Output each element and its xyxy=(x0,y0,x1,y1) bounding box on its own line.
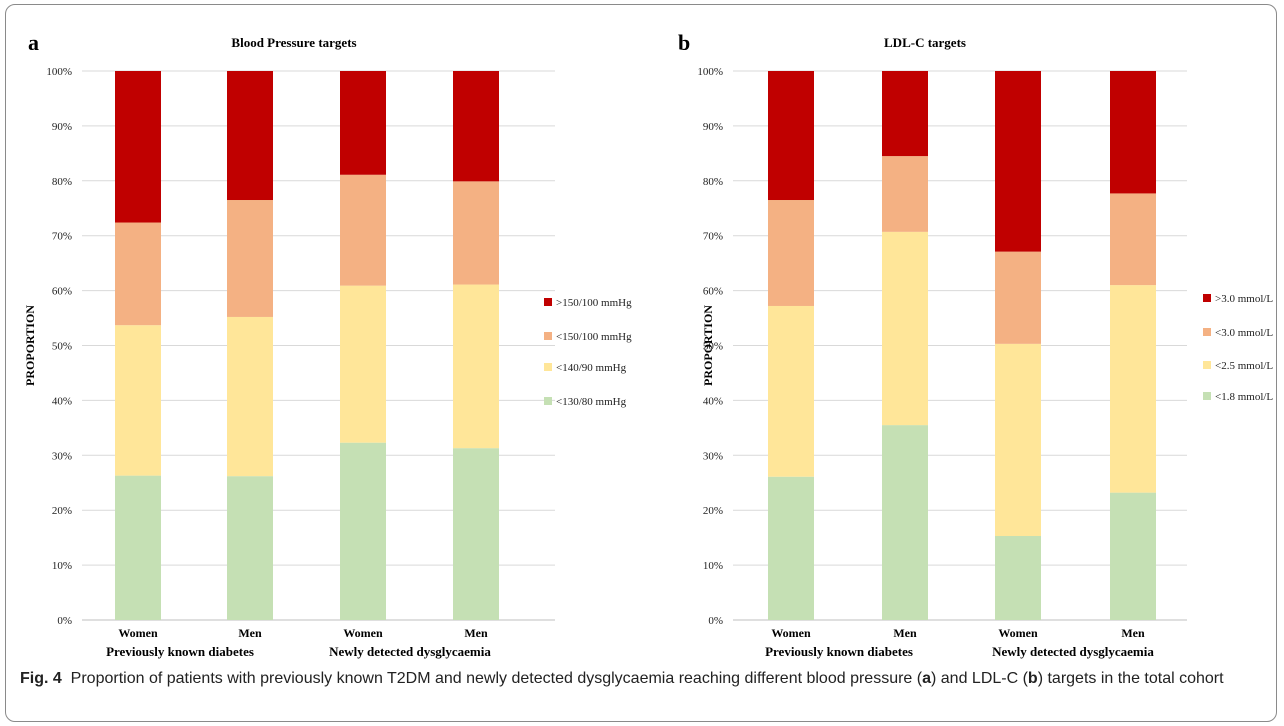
x-category-label: Women xyxy=(343,626,383,640)
bar-segment xyxy=(1110,285,1156,493)
bar-segment xyxy=(340,174,386,286)
legend-label: <1.8 mmol/L xyxy=(1215,391,1273,403)
x-category-label: Men xyxy=(1121,626,1145,640)
y-tick-label: 100% xyxy=(697,66,723,78)
legend-label: <3.0 mmol/L xyxy=(1215,327,1273,339)
x-category-label: Women xyxy=(771,626,811,640)
y-tick-label: 0% xyxy=(708,615,723,627)
legend-swatch xyxy=(544,363,552,371)
y-tick-label: 50% xyxy=(52,341,72,353)
x-group-label: Newly detected dysglycaemia xyxy=(329,644,491,659)
legend-swatch xyxy=(544,397,552,405)
y-tick-label: 10% xyxy=(703,560,723,572)
legend-swatch xyxy=(544,298,552,306)
bar-segment xyxy=(995,71,1041,252)
panel-letter-a: a xyxy=(28,30,39,55)
y-axis-label: PROPORTION xyxy=(701,305,715,386)
y-tick-label: 20% xyxy=(703,505,723,517)
bar-segment xyxy=(882,425,928,620)
bar-segment xyxy=(882,156,928,232)
figure-frame xyxy=(5,4,1277,722)
y-tick-label: 30% xyxy=(703,450,723,462)
x-group-label: Previously known diabetes xyxy=(765,644,913,659)
bar-segment xyxy=(115,222,161,326)
y-tick-label: 100% xyxy=(46,66,72,78)
caption-text-3: ) targets in the total cohort xyxy=(1037,670,1224,687)
bar-segment xyxy=(115,475,161,620)
x-category-label: Men xyxy=(464,626,488,640)
y-tick-label: 90% xyxy=(52,121,72,133)
bar-segment xyxy=(453,71,499,182)
bar-segment xyxy=(1110,193,1156,286)
chart-title: LDL-C targets xyxy=(884,35,966,50)
caption-text-1: Proportion of patients with previously k… xyxy=(70,670,923,687)
bar-segment xyxy=(340,442,386,620)
caption-panel-b-ref: b xyxy=(1027,670,1038,687)
bar-segment xyxy=(1110,71,1156,194)
bar-segment xyxy=(768,200,814,306)
y-tick-label: 50% xyxy=(703,341,723,353)
y-tick-label: 80% xyxy=(52,176,72,188)
x-category-label: Men xyxy=(893,626,917,640)
legend-swatch xyxy=(544,332,552,340)
legend-swatch xyxy=(1203,361,1211,369)
legend-label: >3.0 mmol/L xyxy=(1215,293,1273,305)
bar-segment xyxy=(340,71,386,175)
caption-text-2: ) and LDL-C ( xyxy=(931,670,1028,687)
legend-label: <140/90 mmHg xyxy=(556,362,627,374)
legend-label: <2.5 mmol/L xyxy=(1215,360,1273,372)
bar-segment xyxy=(882,71,928,157)
x-category-label: Men xyxy=(238,626,262,640)
bar-segment xyxy=(453,181,499,285)
bar-segment xyxy=(115,325,161,476)
legend-swatch xyxy=(1203,392,1211,400)
x-category-label: Women xyxy=(998,626,1038,640)
x-group-label: Newly detected dysglycaemia xyxy=(992,644,1154,659)
legend-swatch xyxy=(1203,328,1211,336)
y-tick-label: 70% xyxy=(52,231,72,243)
bar-segment xyxy=(768,305,814,477)
y-tick-label: 60% xyxy=(703,286,723,298)
y-tick-label: 70% xyxy=(703,231,723,243)
bar-segment xyxy=(1110,492,1156,620)
bar-segment xyxy=(227,316,273,477)
y-tick-label: 0% xyxy=(57,615,72,627)
x-category-label: Women xyxy=(118,626,158,640)
bar-segment xyxy=(768,71,814,201)
bar-segment xyxy=(227,71,273,201)
bar-segment xyxy=(227,476,273,620)
legend-swatch xyxy=(1203,294,1211,302)
legend-label: >150/100 mmHg xyxy=(556,297,632,309)
panel-letter-b: b xyxy=(678,30,690,55)
y-tick-label: 20% xyxy=(52,505,72,517)
figure-caption: Fig. 4 Proportion of patients with previ… xyxy=(20,668,1270,690)
bar-segment xyxy=(453,284,499,449)
bar-segment xyxy=(340,285,386,443)
y-tick-label: 40% xyxy=(703,395,723,407)
bar-segment xyxy=(995,343,1041,537)
caption-figure-label: Fig. 4 xyxy=(20,670,62,687)
bar-segment xyxy=(227,200,273,317)
y-tick-label: 30% xyxy=(52,450,72,462)
bar-segment xyxy=(768,476,814,620)
y-tick-label: 40% xyxy=(52,395,72,407)
y-axis-label: PROPORTION xyxy=(23,305,37,386)
figure-charts: a Blood Pressure targets 0% 10% 20% 30% 40% 50%… xyxy=(23,30,1273,659)
bar-segment xyxy=(995,536,1041,620)
y-tick-label: 90% xyxy=(703,121,723,133)
y-tick-label: 10% xyxy=(52,560,72,572)
bar-segment xyxy=(453,448,499,620)
legend-label: <130/80 mmHg xyxy=(556,396,627,408)
x-group-label: Previously known diabetes xyxy=(106,644,254,659)
y-tick-label: 60% xyxy=(52,286,72,298)
y-tick-label: 80% xyxy=(703,176,723,188)
legend-label: <150/100 mmHg xyxy=(556,331,632,343)
bar-segment xyxy=(115,71,161,223)
caption-panel-a-ref: a xyxy=(922,670,931,687)
bar-segment xyxy=(995,251,1041,344)
chart-title: Blood Pressure targets xyxy=(231,35,356,50)
bar-segment xyxy=(882,231,928,426)
